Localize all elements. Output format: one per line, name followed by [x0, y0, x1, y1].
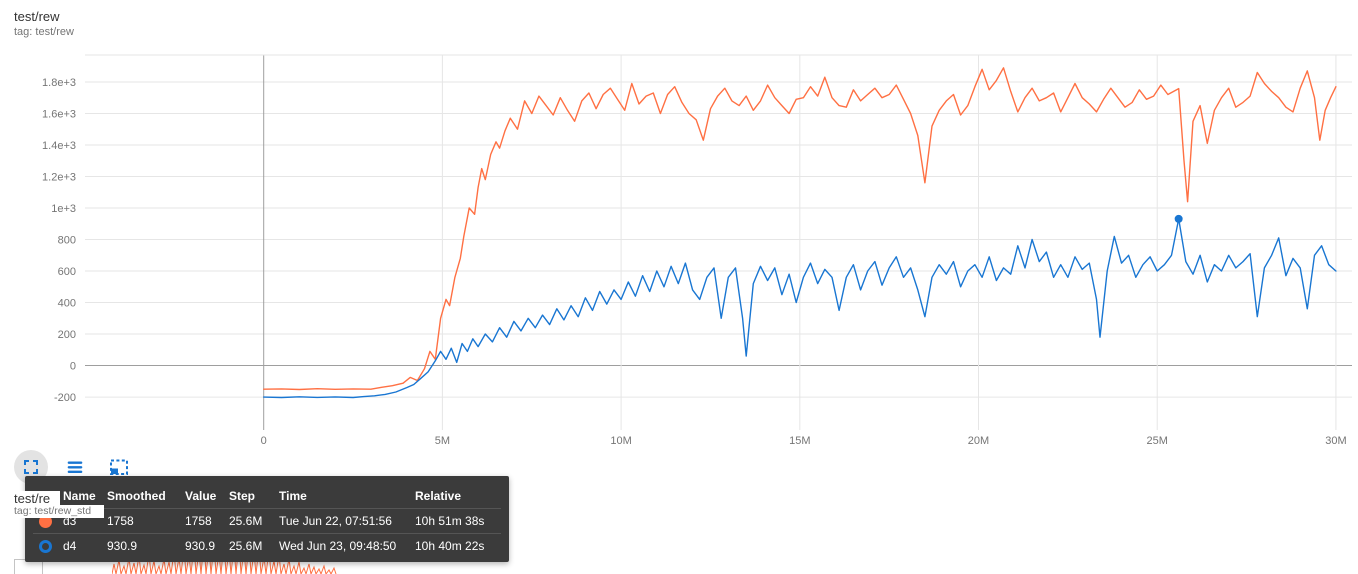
run-smoothed: 1758 [107, 514, 134, 528]
run-step: 25.6M [229, 539, 263, 553]
svg-text:400: 400 [58, 298, 76, 310]
tooltip-header-time: Time [279, 489, 307, 503]
tooltip-row-d4: d4 930.9 930.9 25.6M Wed Jun 23, 09:48:5… [33, 533, 501, 558]
svg-text:5M: 5M [435, 435, 450, 447]
tooltip-header-row: Name Smoothed Value Step Time Relative [33, 484, 501, 508]
run-color-dot-d4 [33, 539, 63, 553]
tooltip-header-relative: Relative [415, 489, 462, 503]
svg-text:1.8e+3: 1.8e+3 [42, 77, 76, 89]
tooltip-header-value: Value [185, 489, 217, 503]
tooltip-row-d3: d3 1758 1758 25.6M Tue Jun 22, 07:51:56 … [33, 508, 501, 533]
svg-text:600: 600 [58, 266, 76, 278]
svg-text:15M: 15M [789, 435, 810, 447]
run-value: 1758 [185, 514, 212, 528]
runs-list-icon [67, 461, 83, 474]
run-relative: 10h 40m 22s [415, 539, 485, 553]
chart-tag: tag: test/rew [14, 26, 74, 38]
hover-tooltip: Name Smoothed Value Step Time Relative d… [25, 476, 509, 562]
fullscreen-icon [24, 460, 38, 474]
svg-text:1.2e+3: 1.2e+3 [42, 171, 76, 183]
tooltip-header-name: Name [63, 489, 96, 503]
svg-text:200: 200 [58, 329, 76, 341]
svg-text:20M: 20M [968, 435, 989, 447]
svg-text:30M: 30M [1325, 435, 1346, 447]
svg-text:25M: 25M [1147, 435, 1168, 447]
svg-text:800: 800 [58, 235, 76, 247]
run-step: 25.6M [229, 514, 263, 528]
run-value: 930.9 [185, 539, 216, 553]
svg-text:1.6e+3: 1.6e+3 [42, 108, 76, 120]
fit-domain-button[interactable] [102, 450, 136, 484]
run-time: Tue Jun 22, 07:51:56 [279, 514, 392, 528]
next-card-tag: tag: test/rew_std [14, 505, 104, 518]
svg-text:-200: -200 [54, 392, 76, 404]
tooltip-header-smoothed: Smoothed [107, 489, 166, 503]
svg-text:1e+3: 1e+3 [51, 203, 76, 215]
run-name: d4 [63, 539, 77, 553]
tooltip-header-step: Step [229, 489, 256, 503]
runs-list-button[interactable] [58, 450, 92, 484]
page-title: test/rew [14, 9, 60, 24]
svg-text:0: 0 [261, 435, 267, 447]
run-relative: 10h 51m 38s [415, 514, 485, 528]
fit-domain-icon [110, 459, 128, 475]
run-smoothed: 930.9 [107, 539, 138, 553]
run-time: Wed Jun 23, 09:48:50 [279, 539, 397, 553]
main-chart[interactable]: 1.8e+3 1.6e+3 1.4e+3 1.2e+3 1e+3 800 600 400 200… [0, 45, 1358, 455]
svg-text:0: 0 [70, 361, 76, 373]
svg-text:1.4e+3: 1.4e+3 [42, 140, 76, 152]
next-card-title: test/re [14, 491, 60, 507]
svg-text:10M: 10M [610, 435, 631, 447]
